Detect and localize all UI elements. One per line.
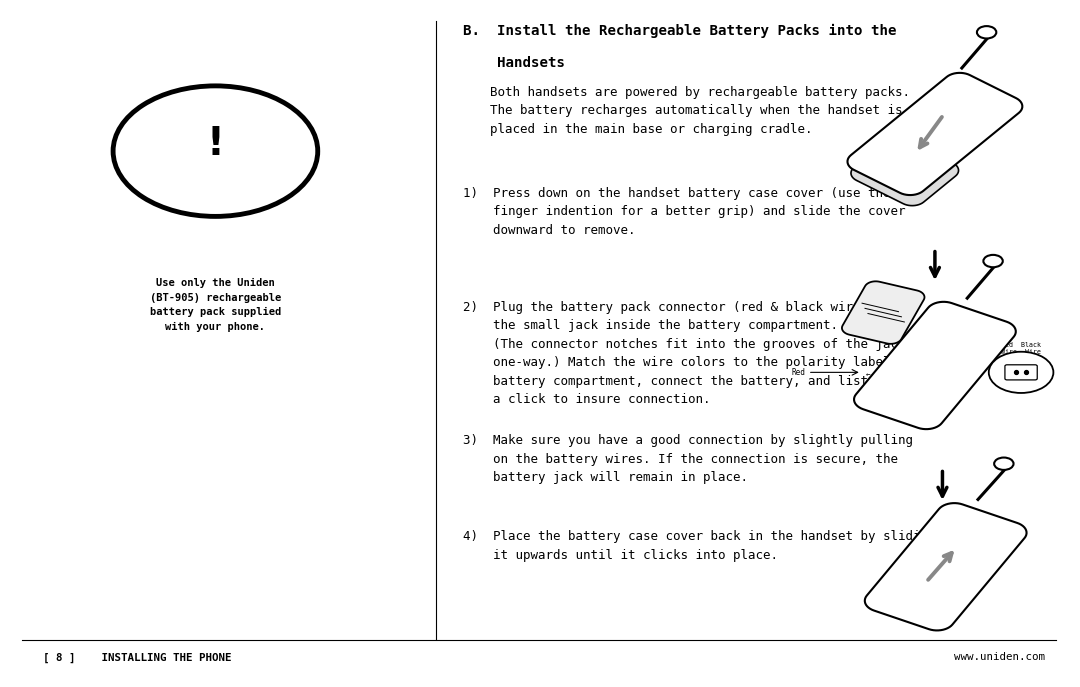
Circle shape (989, 352, 1053, 393)
Circle shape (995, 458, 1013, 470)
Polygon shape (854, 302, 1016, 429)
Circle shape (984, 255, 1002, 267)
Polygon shape (865, 503, 1027, 631)
Text: www.uniden.com: www.uniden.com (954, 653, 1044, 662)
Circle shape (977, 26, 997, 38)
Polygon shape (842, 282, 924, 344)
Text: 4)  Place the battery case cover back in the handset by sliding
    it upwards u: 4) Place the battery case cover back in … (463, 530, 935, 562)
FancyBboxPatch shape (1004, 365, 1037, 380)
Text: 2)  Plug the battery pack connector (red & black wires) into
    the small jack : 2) Plug the battery pack connector (red … (463, 301, 943, 407)
Text: Use only the Uniden
(BT-905) rechargeable
battery pack supplied
with your phone.: Use only the Uniden (BT-905) rechargeabl… (150, 278, 281, 332)
Text: Both handsets are powered by rechargeable battery packs.
The battery recharges a: Both handsets are powered by rechargeabl… (490, 86, 910, 136)
Text: [ 8 ]    INSTALLING THE PHONE: [ 8 ] INSTALLING THE PHONE (43, 653, 231, 662)
Text: B.  Install the Rechargeable Battery Packs into the: B. Install the Rechargeable Battery Pack… (463, 24, 896, 38)
Polygon shape (848, 73, 1023, 195)
Text: Red  Black: Red Black (1001, 341, 1041, 348)
Text: 3)  Make sure you have a good connection by slightly pulling
    on the battery : 3) Make sure you have a good connection … (463, 434, 914, 484)
Text: Wire  Wire: Wire Wire (1001, 349, 1041, 355)
Text: Handsets: Handsets (463, 56, 565, 70)
Text: ← Black: ← Black (866, 370, 899, 379)
Text: !: ! (206, 125, 225, 164)
Polygon shape (851, 138, 959, 205)
Text: 1)  Press down on the handset battery case cover (use the
    finger indention f: 1) Press down on the handset battery cas… (463, 187, 906, 237)
Text: Red: Red (792, 368, 806, 377)
Circle shape (113, 86, 318, 216)
